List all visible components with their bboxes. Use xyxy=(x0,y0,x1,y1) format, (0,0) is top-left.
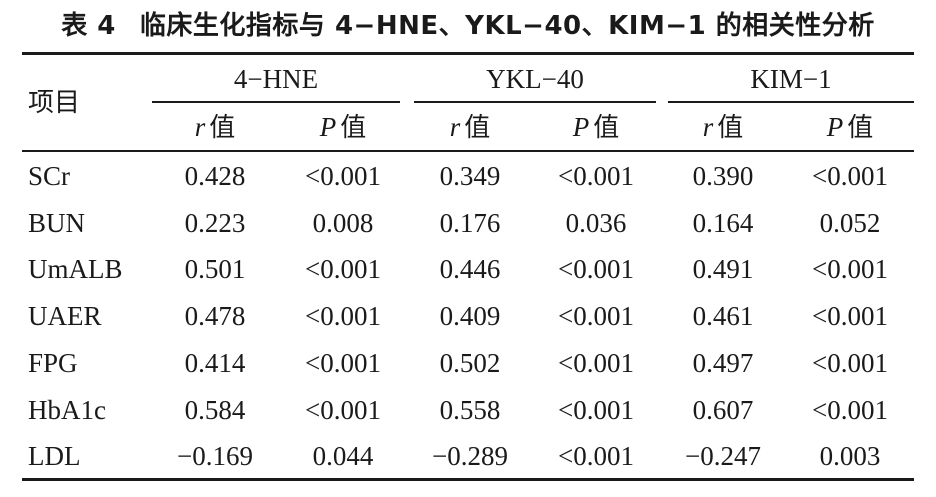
subheader-symbol: r xyxy=(449,112,461,142)
table-number: 表 4 xyxy=(61,11,116,41)
table-cell: 0.390 xyxy=(692,161,754,191)
table-cell: <0.001 xyxy=(305,394,381,425)
table-cell: 0.446 xyxy=(439,254,501,285)
row-label: UAER xyxy=(28,301,102,332)
table-cell: <0.001 xyxy=(305,347,381,378)
table-cell: 0.008 xyxy=(312,207,374,238)
row-label: BUN xyxy=(28,207,86,238)
table-cell: 0.502 xyxy=(439,347,501,378)
row-label: HbA1c xyxy=(28,394,106,425)
table-cell: <0.001 xyxy=(812,161,888,191)
table-cell: <0.001 xyxy=(305,301,381,332)
row-label: SCr xyxy=(28,161,71,191)
top-rule xyxy=(22,52,914,55)
group-header: YKL−40 xyxy=(486,64,584,94)
table-cell: 0.428 xyxy=(184,161,246,191)
header-bottom-rule xyxy=(22,150,914,152)
subheader-symbol: P xyxy=(319,112,337,142)
table-cell: <0.001 xyxy=(812,347,888,378)
table-cell: <0.001 xyxy=(305,254,381,285)
subheader-symbol: P xyxy=(572,112,590,142)
subheader-suffix: 值 xyxy=(593,113,620,143)
table-cell: <0.001 xyxy=(558,394,634,425)
table-cell: 0.607 xyxy=(692,394,754,425)
table-cell: 0.223 xyxy=(184,207,246,238)
subheader-suffix: 值 xyxy=(717,113,744,143)
subheader-suffix: 值 xyxy=(464,113,491,143)
table-cell: 0.414 xyxy=(184,347,246,378)
group-header: 4−HNE xyxy=(233,64,319,94)
table-cell: 0.497 xyxy=(692,347,754,378)
table-cell: 0.044 xyxy=(312,441,374,472)
table-cell: 0.409 xyxy=(439,301,501,332)
subheader-suffix: 值 xyxy=(209,113,236,143)
group-rule-ykl40 xyxy=(414,101,656,103)
table-cell: 0.036 xyxy=(565,207,627,238)
table-cell: <0.001 xyxy=(812,254,888,285)
table-cell: <0.001 xyxy=(558,161,634,191)
table-cell: 0.478 xyxy=(184,301,246,332)
table-cell: 0.349 xyxy=(439,161,501,191)
table-title: 临床生化指标与 4−HNE、YKL−40、KIM−1 的相关性分析 xyxy=(139,11,875,41)
row-label: LDL xyxy=(28,441,81,472)
subheader-symbol: r xyxy=(194,112,206,142)
table-cell: <0.001 xyxy=(305,161,381,191)
table-cell: 0.584 xyxy=(184,394,246,425)
table-cell: −0.169 xyxy=(177,441,253,472)
table-cell: <0.001 xyxy=(558,301,634,332)
table-cell: <0.001 xyxy=(558,441,634,472)
subheader-symbol: r xyxy=(702,112,714,142)
table-cell: 0.501 xyxy=(184,254,246,285)
table-cell: −0.289 xyxy=(432,441,508,472)
table-cell: 0.052 xyxy=(819,207,881,238)
subheader-suffix: 值 xyxy=(847,113,874,143)
group-rule-4hne xyxy=(152,101,400,103)
table-cell: <0.001 xyxy=(812,394,888,425)
row-label: UmALB xyxy=(28,254,123,285)
group-header: KIM−1 xyxy=(750,64,832,94)
table-cell: 0.003 xyxy=(819,441,881,472)
table-cell: <0.001 xyxy=(812,301,888,332)
bottom-rule xyxy=(22,478,914,481)
table-cell: 0.558 xyxy=(439,394,501,425)
subheader-suffix: 值 xyxy=(340,113,367,143)
table-cell: 0.491 xyxy=(692,254,754,285)
table-cell: <0.001 xyxy=(558,347,634,378)
table-caption: 表 4 临床生化指标与 4−HNE、YKL−40、KIM−1 的相关性分析 xyxy=(0,6,936,46)
group-rule-kim1 xyxy=(668,101,914,103)
row-header: 项目 xyxy=(28,88,81,118)
subheader-symbol: P xyxy=(826,112,844,142)
row-label: FPG xyxy=(28,347,78,378)
table-cell: 0.176 xyxy=(439,207,501,238)
table-cell: −0.247 xyxy=(685,441,761,472)
table-cell: 0.164 xyxy=(692,207,754,238)
table-cell: <0.001 xyxy=(558,254,634,285)
table-cell: 0.461 xyxy=(692,301,754,332)
